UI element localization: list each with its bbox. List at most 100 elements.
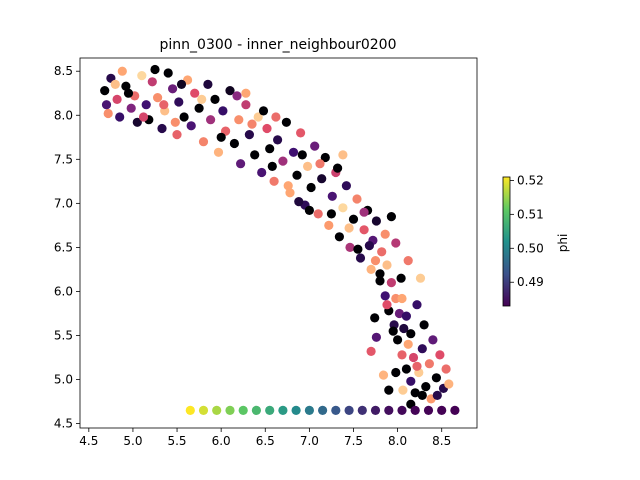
scatter-point (250, 150, 260, 160)
colorbar-tick-label: 0.49 (517, 275, 544, 289)
scatter-point (126, 103, 136, 113)
scatter-point (297, 150, 307, 160)
baseline-point (437, 405, 447, 415)
baseline-point (450, 405, 460, 415)
colorbar-frame (502, 176, 511, 307)
baseline-point (410, 405, 420, 415)
scatter-point (310, 141, 320, 151)
scatter-point (285, 188, 295, 198)
scatter-point (338, 203, 348, 213)
scatter-point (281, 117, 291, 127)
scatter-point (138, 112, 149, 122)
y-tick-label: 7.0 (54, 196, 73, 210)
scatter-point (121, 81, 131, 91)
y-tick-label: 6.5 (54, 240, 73, 254)
scatter-point (401, 364, 411, 374)
scatter-point (345, 242, 355, 252)
scatter-point (225, 86, 235, 96)
scatter-point (288, 147, 299, 157)
y-tick-label: 8.5 (54, 64, 73, 78)
scatter-point (406, 376, 416, 386)
scatter-point (377, 247, 387, 257)
baseline-point (304, 405, 314, 415)
scatter-point (398, 385, 408, 395)
y-tick-label: 7.5 (54, 152, 73, 166)
baseline-point (357, 405, 367, 415)
scatter-point (324, 220, 334, 230)
x-tick-label: 8.0 (388, 434, 407, 448)
colorbar-tick-label: 0.50 (517, 241, 544, 255)
colorbar-tick-label: 0.51 (517, 207, 544, 221)
scatter-point (294, 197, 304, 207)
scatter-point (382, 300, 392, 310)
scatter-point (292, 170, 302, 180)
scatter-point (366, 264, 376, 274)
scatter-point (431, 373, 441, 383)
scatter-point (115, 112, 125, 122)
scatter-point (170, 117, 180, 127)
scatter-point (137, 71, 147, 81)
scatter-point (401, 311, 411, 321)
scatter-point (303, 161, 313, 171)
scatter-point (198, 137, 209, 147)
scatter-point (375, 269, 385, 279)
scatter-point (258, 106, 269, 116)
x-tick-label: 5.5 (167, 434, 186, 448)
scatter-point (232, 91, 242, 101)
scatter-point (262, 123, 272, 134)
y-axis: 4.5 5.0 5.5 6.0 6.5 7.0 7.5 8.0 8.5 (54, 64, 80, 431)
colorbar-label: phi (556, 234, 570, 253)
scatter-point (218, 106, 228, 116)
scatter-point (391, 238, 401, 248)
x-tick-label: 5.0 (123, 434, 142, 448)
scatter-point (391, 367, 401, 378)
baseline-point (384, 405, 394, 415)
scatter-point (210, 94, 220, 104)
baseline-point (212, 405, 222, 415)
scatter-point (348, 214, 359, 224)
baseline-point (331, 405, 341, 415)
colorbar: 0.49 0.50 0.51 0.52 phi (502, 173, 570, 307)
baseline-point (397, 405, 407, 415)
scatter-point (123, 88, 134, 98)
colorbar-gradient (503, 177, 510, 306)
scatter-point (424, 359, 434, 369)
scatter-point (326, 209, 336, 219)
scatter-point (403, 339, 413, 349)
scatter-point (408, 352, 419, 363)
scatter-point (359, 225, 369, 235)
scatter-point (236, 159, 246, 169)
scatter-point (364, 241, 374, 251)
scatter-point (257, 167, 267, 178)
scatter-point (382, 260, 392, 270)
scatter-point (366, 346, 376, 356)
scatter-point (352, 194, 362, 204)
colorbar-ticks: 0.49 0.50 0.51 0.52 (510, 173, 544, 289)
scatter-point (371, 216, 381, 226)
scatter-point (273, 135, 283, 145)
scatter-point (244, 130, 254, 140)
scatter-point (393, 335, 403, 345)
scatter-point (267, 161, 277, 171)
scatter-point (384, 385, 394, 395)
scatter-point (241, 100, 251, 110)
axes-frame (79, 57, 478, 429)
scatter-point (399, 323, 409, 334)
scatter-point (247, 119, 257, 129)
scatter-point (333, 163, 343, 173)
scatter-point (344, 223, 354, 233)
scatter-point (313, 209, 323, 219)
scatter-point (317, 174, 327, 184)
scatter-point (172, 130, 182, 140)
scatter-point (278, 156, 288, 166)
scatter-point (190, 88, 200, 98)
scatter-point (206, 115, 216, 125)
scatter-point (132, 117, 142, 127)
baseline-point (370, 405, 381, 415)
scatter-point (334, 232, 344, 242)
scatter-point (320, 152, 330, 163)
scatter-point (304, 205, 314, 215)
scatter-point (380, 291, 390, 301)
scatter-point (112, 94, 122, 104)
